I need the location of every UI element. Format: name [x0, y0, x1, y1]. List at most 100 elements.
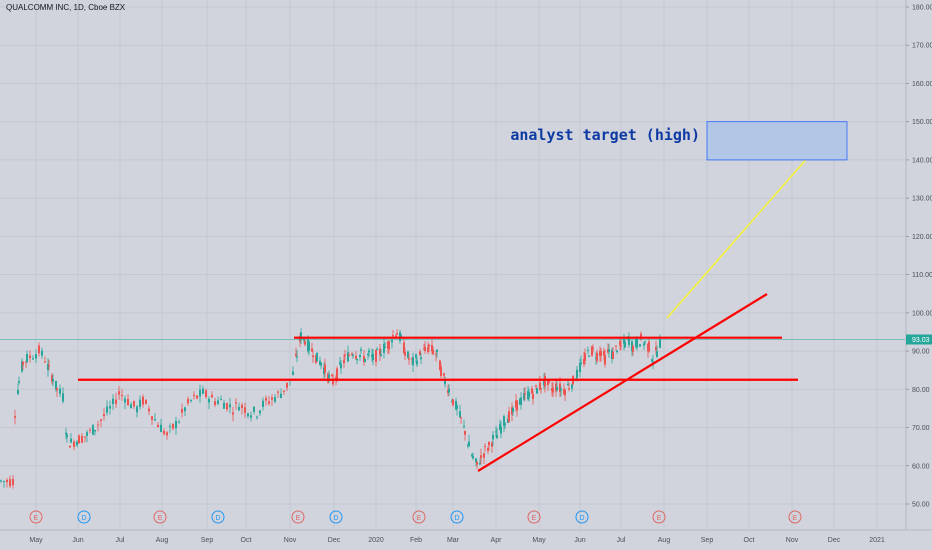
candle-body — [379, 348, 381, 355]
price-tick-label: 130.00 — [912, 196, 932, 203]
candle-body — [52, 379, 54, 382]
event-label: D — [454, 515, 459, 522]
candle-body — [115, 399, 117, 405]
candle-body — [404, 352, 406, 356]
candle-body — [247, 413, 249, 417]
candle-body — [235, 402, 237, 404]
candle-body — [360, 349, 362, 351]
time-tick-label: 2021 — [869, 537, 885, 544]
candle-body — [175, 420, 177, 429]
candle-body — [376, 348, 378, 350]
candle-body — [22, 361, 24, 365]
candle-body — [556, 386, 558, 390]
drawings-layer: analyst target (high) — [0, 121, 905, 472]
candle-body — [336, 368, 338, 381]
event-label: D — [215, 515, 220, 522]
earnings-event-marker[interactable]: E — [412, 510, 426, 524]
candle-body — [571, 384, 573, 389]
candle-body — [480, 455, 482, 459]
candle-body — [124, 398, 126, 403]
candle-body — [636, 338, 638, 348]
candle-body — [639, 344, 641, 347]
time-tick-label: Dec — [828, 537, 841, 544]
candle-body — [154, 419, 156, 421]
candle-body — [70, 438, 72, 443]
candle-body — [483, 453, 485, 458]
candle-body — [496, 435, 498, 439]
candle-body — [332, 379, 334, 385]
time-axis: May Jun Jul Aug Sep Oct Nov Dec 2020 Feb Mar Apr May… — [0, 529, 932, 544]
event-label: E — [657, 515, 662, 522]
candle-body — [277, 391, 279, 393]
candle-body — [109, 405, 111, 409]
earnings-event-marker[interactable]: E — [153, 510, 167, 524]
price-tick-label: 50.00 — [912, 502, 930, 509]
candle-body — [444, 380, 446, 385]
candle-body — [400, 335, 402, 338]
earnings-event-marker[interactable]: E — [291, 510, 305, 524]
candle-body — [484, 445, 486, 447]
candle-body — [587, 349, 589, 351]
candle-body — [604, 355, 606, 365]
candle-body — [92, 424, 94, 435]
dividend-event-marker[interactable]: D — [77, 510, 91, 524]
price-tick-label: 170.00 — [912, 43, 932, 50]
time-tick-label: Sep — [201, 537, 214, 544]
candle-body — [303, 337, 305, 341]
candle-body — [226, 403, 228, 410]
candle-body — [12, 478, 14, 486]
candle-body — [640, 333, 642, 340]
candle-body — [523, 393, 525, 400]
candle-body — [632, 346, 634, 352]
candle-body — [383, 343, 385, 353]
candle-body — [118, 391, 120, 395]
candle-body — [436, 349, 438, 353]
candle-body — [583, 358, 585, 365]
price-tick-label: 110.00 — [912, 272, 932, 279]
dividend-event-marker[interactable]: D — [450, 510, 464, 524]
candle-body — [199, 389, 201, 397]
candle-body — [94, 429, 96, 432]
dividend-event-marker[interactable]: D — [575, 510, 589, 524]
earnings-event-marker[interactable]: E — [788, 510, 802, 524]
candle-body — [648, 341, 650, 352]
candle-body — [160, 424, 162, 433]
earnings-event-marker[interactable]: E — [527, 510, 541, 524]
earnings-event-marker[interactable]: E — [652, 510, 666, 524]
candle-body — [130, 404, 132, 409]
candle-body — [428, 344, 430, 347]
candle-body — [65, 432, 67, 435]
candle-body — [148, 408, 150, 412]
target-box[interactable] — [706, 121, 848, 161]
candle-body — [184, 407, 186, 412]
candle-body — [17, 389, 19, 394]
candle-body — [343, 359, 345, 364]
uptrend-line[interactable] — [477, 293, 768, 472]
candle-body — [591, 346, 593, 356]
earnings-event-marker[interactable]: E — [29, 510, 43, 524]
candle-body — [460, 417, 462, 419]
candle-body — [320, 362, 322, 366]
candle-body — [616, 350, 618, 352]
candle-body — [468, 441, 470, 447]
time-tick-label: Jul — [116, 537, 125, 544]
dividend-event-marker[interactable]: D — [211, 510, 225, 524]
price-tick-label: 70.00 — [912, 425, 930, 432]
candle-body — [268, 401, 270, 404]
candle-body — [476, 461, 478, 465]
time-tick-label: Mar — [447, 537, 460, 544]
price-tick-label: 80.00 — [912, 387, 930, 394]
event-label: E — [34, 515, 39, 522]
candle-body — [628, 338, 630, 345]
candle-body — [9, 479, 11, 487]
candle-body — [443, 373, 445, 376]
dividend-event-marker[interactable]: D — [329, 510, 343, 524]
candle-body — [552, 387, 554, 393]
candle-body — [455, 400, 457, 410]
candle-body — [643, 343, 645, 346]
candle-body — [619, 341, 621, 346]
time-tick-label: Dec — [328, 537, 341, 544]
target-arrow-line[interactable] — [666, 138, 825, 319]
